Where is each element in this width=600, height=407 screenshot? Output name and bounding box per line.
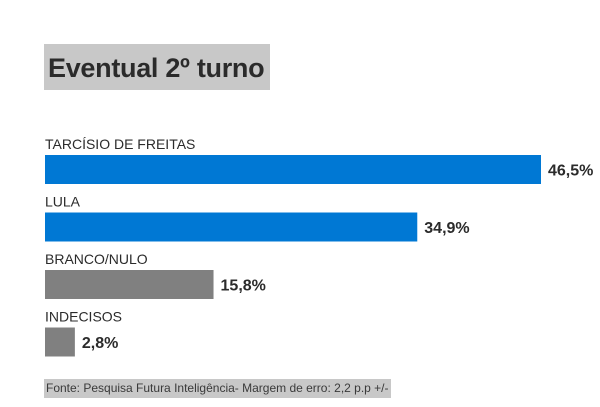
value-label: 2,8%	[82, 335, 118, 352]
category-label: TARCÍSIO DE FREITAS	[45, 136, 195, 152]
bar	[45, 327, 75, 357]
source-note: Fonte: Pesquisa Futura Inteligência- Mar…	[44, 379, 391, 398]
category-label: INDECISOS	[45, 309, 122, 325]
category-label: BRANCO/NULO	[45, 251, 148, 267]
bar	[45, 270, 214, 299]
value-label: 34,9%	[424, 220, 469, 237]
value-label: 46,5%	[548, 163, 593, 180]
bar	[45, 155, 541, 184]
category-label: LULA	[45, 194, 81, 210]
chart-title: Eventual 2º turno	[44, 44, 271, 90]
bar	[45, 212, 418, 242]
value-label: 15,8%	[221, 278, 266, 295]
